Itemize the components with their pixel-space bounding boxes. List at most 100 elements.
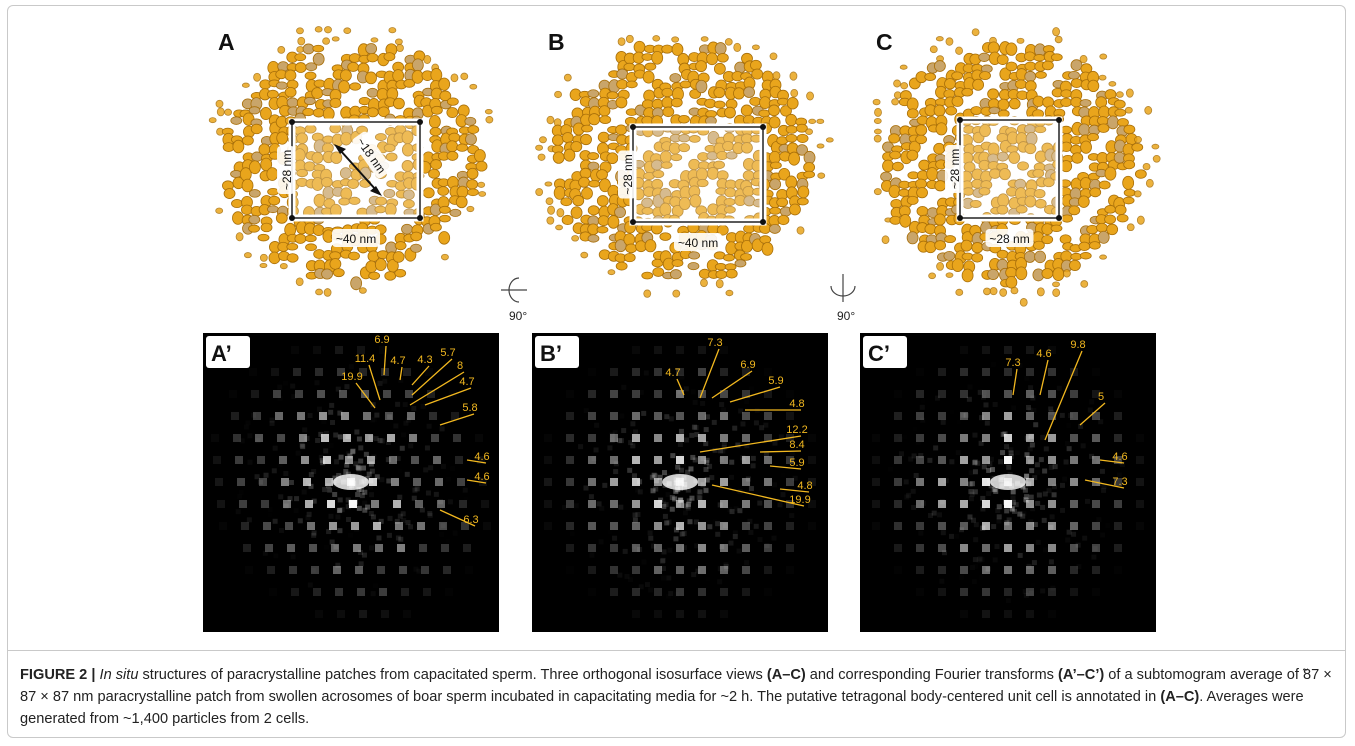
fft-spot	[329, 522, 337, 530]
density-blob	[769, 117, 780, 129]
density-blob	[790, 72, 797, 80]
fft-spot	[1070, 390, 1078, 398]
fft-noise	[771, 536, 776, 541]
fft-spot	[742, 434, 750, 442]
density-blob	[1107, 116, 1118, 129]
fft-spot	[1004, 368, 1012, 376]
density-blob	[734, 43, 741, 51]
density-blob	[1025, 62, 1036, 71]
fft-noise	[941, 420, 946, 425]
fft-noise	[278, 494, 283, 499]
fft-noise	[1006, 598, 1011, 603]
density-blob	[479, 191, 486, 196]
fft-noise	[336, 387, 341, 392]
density-blob	[581, 252, 588, 258]
density-blob	[557, 209, 564, 217]
density-blob	[881, 172, 892, 181]
fft-noise	[420, 507, 425, 512]
fft-spot	[1048, 544, 1056, 552]
density-blob	[644, 290, 651, 297]
density-blob	[1033, 96, 1044, 107]
fft-noise	[1026, 482, 1031, 487]
density-blob	[925, 73, 936, 80]
density-blob	[447, 98, 458, 105]
density-blob	[678, 115, 689, 123]
fft-noise	[967, 514, 972, 519]
density-blob	[1099, 75, 1106, 80]
fft-noise	[1028, 385, 1033, 390]
density-blob	[395, 242, 406, 250]
fft-noise	[651, 488, 656, 493]
fft-spot	[588, 588, 596, 596]
fft-spot	[786, 522, 794, 530]
density-blob	[1069, 206, 1080, 215]
fft-spot	[263, 522, 271, 530]
fft-noise	[382, 379, 387, 384]
density-blob	[689, 252, 700, 259]
fft-spot	[287, 544, 295, 552]
fft-noise	[969, 496, 974, 501]
density-blob	[907, 109, 918, 118]
fft-noise	[1057, 386, 1062, 391]
fft-noise	[330, 420, 335, 425]
density-blob	[874, 135, 881, 142]
fft-noise	[1036, 540, 1041, 545]
spot-label: 5.8	[462, 402, 477, 414]
density-blob	[882, 236, 889, 244]
density-blob	[268, 188, 279, 195]
fft-spot	[742, 500, 750, 508]
fft-noise	[630, 421, 635, 426]
fft-noise	[332, 492, 337, 497]
fft-noise	[388, 516, 393, 521]
annotation: ~28 nm	[945, 145, 963, 193]
fft-noise	[330, 540, 335, 545]
fft-noise	[965, 520, 970, 525]
density-blob	[333, 269, 344, 277]
density-blob	[916, 135, 927, 144]
density-blob	[873, 99, 880, 105]
fft-spot	[610, 522, 618, 530]
density-blob	[389, 28, 396, 33]
fft-noise	[278, 462, 283, 467]
density-blob	[1146, 179, 1153, 187]
fft-spot	[764, 500, 772, 508]
fft-noise	[1037, 493, 1042, 498]
density-blob	[402, 224, 413, 234]
fft-noise	[627, 468, 632, 473]
fft-spot	[307, 522, 315, 530]
density-blob	[806, 129, 813, 135]
density-blob	[770, 179, 781, 190]
spot-label: 6.3	[463, 514, 478, 526]
fft-noise	[354, 527, 359, 532]
density-blob	[1078, 196, 1089, 208]
fft-spot	[397, 544, 405, 552]
fft-noise	[273, 519, 278, 524]
fft-noise	[355, 492, 360, 497]
fft-noise	[1018, 553, 1023, 558]
fft-spot	[455, 456, 463, 464]
density-blob	[538, 154, 545, 160]
density-blob	[789, 204, 800, 215]
fft-spot	[275, 412, 283, 420]
fft-noise	[589, 479, 594, 484]
density-blob	[1137, 216, 1144, 224]
caption-part: (A’–C’)	[1058, 667, 1104, 683]
density-blob	[616, 125, 627, 135]
fft-noise	[323, 448, 328, 453]
fft-noise	[920, 418, 925, 423]
fft-noise	[277, 385, 282, 390]
fft-noise	[637, 479, 642, 484]
fft-noise	[289, 480, 294, 485]
fft-noise	[338, 434, 343, 439]
density-blob	[287, 243, 298, 250]
density-blob	[366, 261, 377, 273]
density-blob	[900, 65, 907, 69]
fft-noise	[348, 500, 353, 505]
fft-spot	[786, 566, 794, 574]
density-blob	[412, 70, 423, 83]
fft-noise	[264, 473, 269, 478]
fft-noise	[765, 543, 770, 548]
fft-noise	[358, 459, 363, 464]
density-blob	[624, 63, 635, 70]
density-blob	[935, 181, 946, 191]
